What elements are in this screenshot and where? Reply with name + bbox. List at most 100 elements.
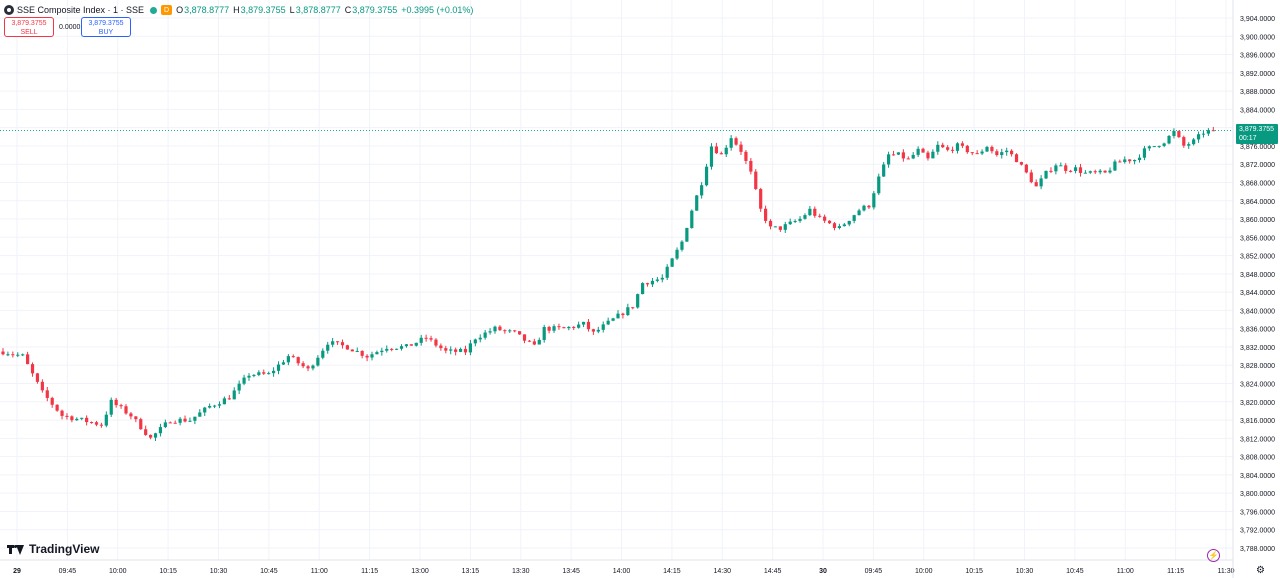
candle-body [360, 350, 364, 356]
candle-body [522, 334, 527, 341]
candle-body [40, 381, 44, 391]
candle-body [306, 366, 310, 369]
candle-body [350, 349, 354, 352]
candle-body [685, 227, 689, 242]
candle-body [1108, 170, 1112, 173]
candle-body [808, 208, 812, 216]
candle-body [1029, 172, 1033, 183]
candle-body [316, 357, 320, 366]
candle-body [916, 148, 920, 155]
y-tick-label: 3,828.0000 [1240, 363, 1275, 370]
tradingview-logo[interactable]: TradingView [7, 542, 99, 556]
symbol-title[interactable]: SSE Composite Index · 1 · SSE [17, 5, 145, 15]
candle-body [572, 326, 576, 328]
candle-body [434, 339, 438, 346]
candle-body [1, 351, 5, 355]
x-tick-label: 30 [819, 568, 827, 575]
sell-button[interactable]: 3,879.3755 SELL [4, 17, 54, 37]
candle-body [926, 152, 930, 159]
candle-body [6, 354, 10, 356]
y-tick-label: 3,860.0000 [1240, 217, 1275, 224]
candle-body [203, 407, 207, 413]
candle-body [557, 326, 561, 328]
candle-body [355, 350, 359, 352]
candle-body [862, 205, 866, 211]
candle-body [468, 343, 472, 353]
candle-body [936, 144, 940, 152]
candle-body [665, 266, 669, 278]
y-tick-label: 3,848.0000 [1240, 272, 1275, 279]
y-tick-label: 3,812.0000 [1240, 436, 1275, 443]
candle-body [695, 195, 699, 211]
candle-body [1049, 170, 1053, 172]
candle-body [1034, 182, 1038, 187]
candle-body [168, 422, 172, 424]
candle-body [158, 427, 163, 434]
candle-body [1069, 170, 1073, 172]
candle-body [311, 365, 315, 369]
candle-body [606, 320, 610, 325]
candle-body [980, 151, 984, 154]
candle-body [950, 149, 955, 151]
candle-body [345, 345, 349, 350]
buy-button[interactable]: 3,879.3755 BUY [81, 17, 131, 37]
gear-icon[interactable]: ⚙ [1256, 565, 1265, 576]
candle-body [419, 337, 423, 343]
market-status-icon[interactable] [150, 6, 158, 14]
candle-body [1005, 150, 1009, 153]
candle-body [1059, 165, 1063, 167]
close-value: 3,879.3755 [352, 5, 398, 15]
x-tick-label: 11:00 [1117, 568, 1134, 575]
candle-body [1187, 144, 1191, 146]
candle-body [35, 373, 40, 382]
candle-body [232, 390, 236, 400]
candle-body [335, 341, 340, 343]
y-tick-label: 3,900.0000 [1240, 34, 1275, 41]
candle-body [680, 241, 684, 250]
candle-body [454, 349, 458, 352]
candle-body [291, 356, 295, 358]
candle-body [842, 224, 846, 227]
candle-body [1113, 161, 1117, 171]
candle-body [173, 422, 177, 424]
candle-body [562, 327, 566, 329]
candle-body [823, 216, 827, 221]
candle-body [832, 223, 837, 228]
candle-body [439, 345, 443, 349]
delayed-data-badge[interactable]: D [161, 5, 173, 15]
x-tick-label: 10:00 [109, 568, 127, 575]
candle-body [586, 321, 591, 330]
candle-body [768, 220, 773, 227]
candle-body [906, 158, 910, 160]
lightning-icon[interactable]: ⚡ [1207, 549, 1220, 562]
candle-body [498, 326, 502, 331]
candle-body [89, 422, 94, 424]
y-tick-label: 3,872.0000 [1240, 162, 1275, 169]
candle-body [262, 372, 266, 374]
candle-body [650, 280, 655, 285]
candle-body [1201, 133, 1206, 135]
candle-body [124, 406, 128, 414]
candle-body [331, 341, 335, 345]
candle-body [754, 171, 758, 190]
candle-body [1137, 157, 1142, 160]
candle-body [631, 307, 635, 309]
candle-body [734, 138, 738, 145]
candle-body [990, 146, 994, 152]
candle-body [960, 143, 964, 146]
candle-body [1133, 159, 1137, 162]
candle-body [144, 429, 148, 435]
y-tick-label: 3,892.0000 [1240, 71, 1275, 78]
candle-body [901, 152, 905, 159]
x-tick-label: 11:30 [1218, 568, 1235, 575]
candle-body [877, 176, 881, 194]
candle-body [611, 318, 615, 321]
y-tick-label: 3,864.0000 [1240, 199, 1275, 206]
candle-body [675, 249, 679, 259]
y-tick-label: 3,816.0000 [1240, 418, 1275, 425]
candle-body [975, 153, 979, 155]
candle-body [488, 331, 492, 333]
candle-body [163, 422, 167, 428]
candle-body [547, 326, 551, 331]
